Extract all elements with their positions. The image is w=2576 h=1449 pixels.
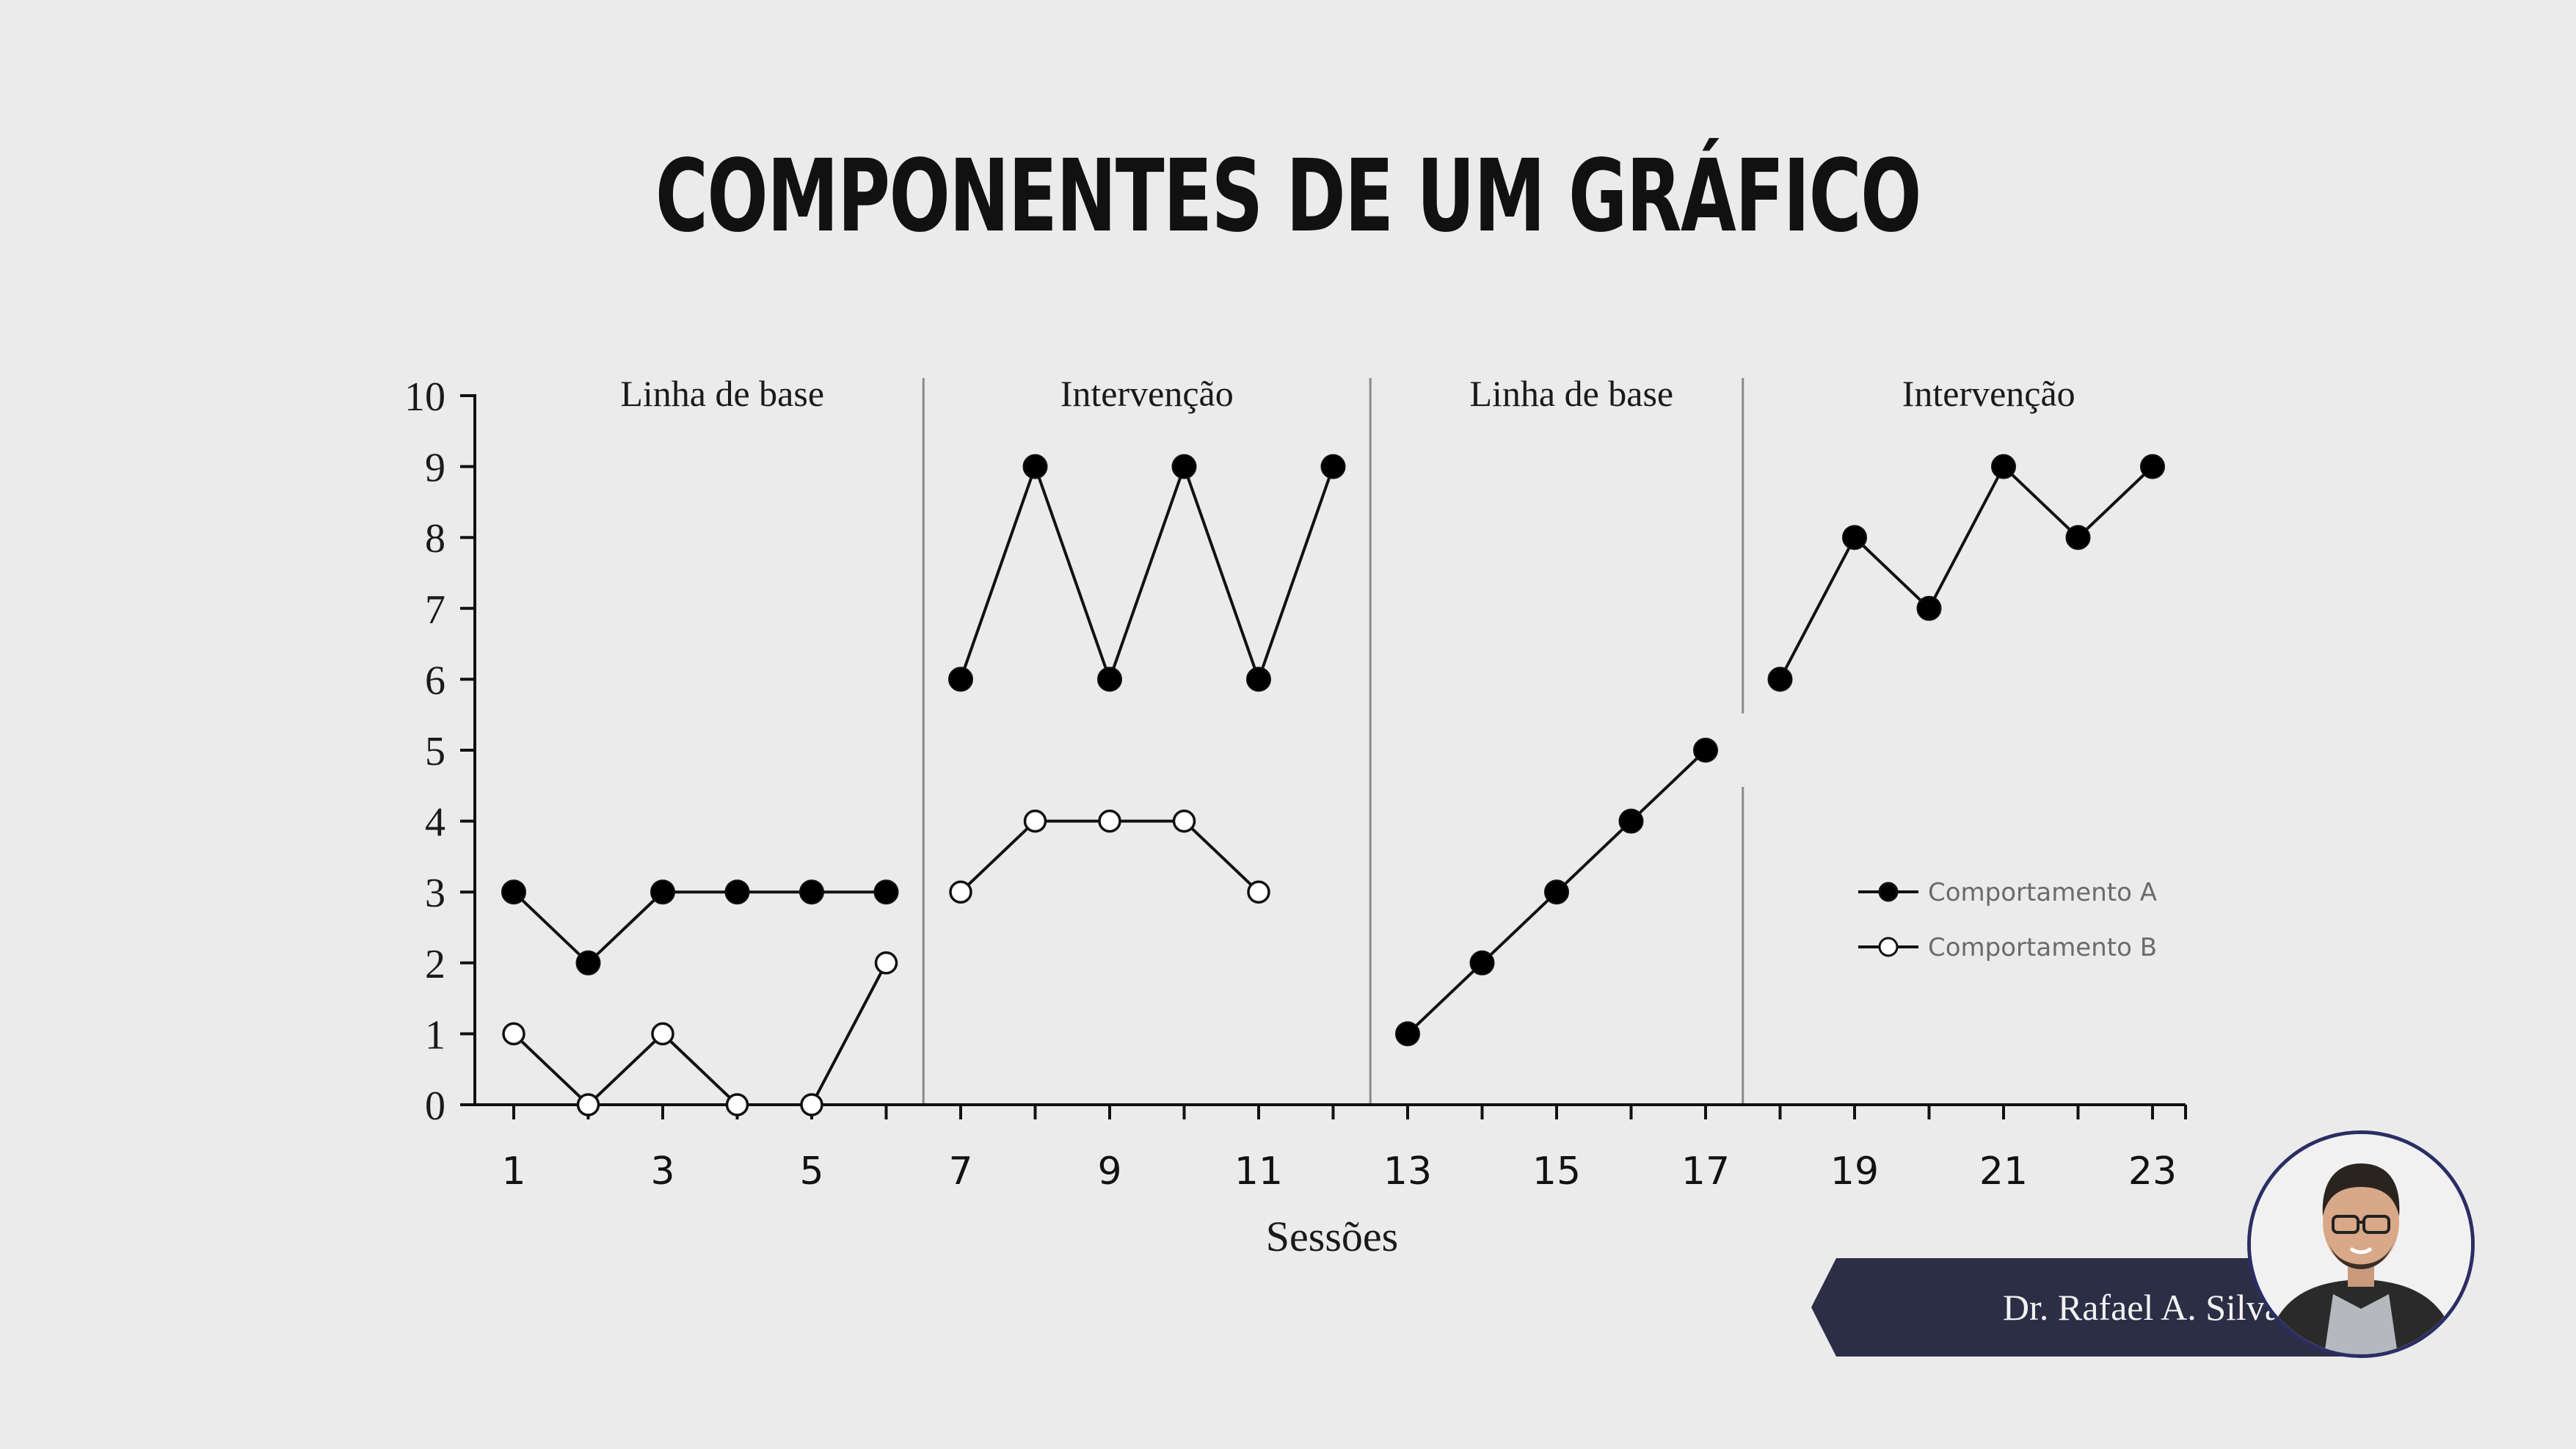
- series-line-b: [512, 962, 888, 1107]
- data-point-a: [1693, 738, 1718, 763]
- data-point-b: [1023, 809, 1047, 833]
- y-tick-label: 9: [425, 446, 445, 491]
- legend-marker: [1878, 937, 1899, 957]
- data-point-a: [1320, 454, 1346, 479]
- x-tick-label: 23: [2128, 1150, 2177, 1194]
- legend: Comportamento A Comportamento B: [1858, 878, 2157, 962]
- y-tick-label: 10: [404, 374, 445, 420]
- y-tick-label: 7: [425, 587, 445, 633]
- x-tick-label: 19: [1830, 1150, 1879, 1194]
- data-point-a: [1469, 950, 1495, 976]
- x-tick-label: 5: [799, 1150, 823, 1194]
- y-tick-label: 5: [425, 729, 445, 774]
- x-tick-label: 21: [1979, 1150, 2028, 1194]
- data-point-a: [1916, 595, 1942, 621]
- presenter-avatar: [2247, 1130, 2475, 1358]
- avatar-icon: [2251, 1134, 2471, 1354]
- x-tick-label: 9: [1097, 1150, 1121, 1194]
- x-tick-label: 7: [948, 1150, 972, 1194]
- data-point-a: [1395, 1021, 1420, 1047]
- data-point-a: [1246, 667, 1271, 692]
- y-tick-label: 8: [425, 516, 445, 562]
- data-point-a: [1022, 454, 1048, 479]
- x-tick-label: 3: [650, 1150, 674, 1194]
- x-tick-label: 11: [1234, 1150, 1283, 1194]
- series-lines: [512, 462, 2154, 1107]
- y-tick-label: 6: [425, 658, 445, 703]
- data-point-a: [1842, 525, 1867, 551]
- x-tick-label: 15: [1532, 1150, 1581, 1194]
- data-point-a: [1991, 454, 2016, 479]
- series-line-a: [512, 890, 887, 965]
- y-tick-label: 3: [425, 871, 445, 916]
- data-point-b: [949, 880, 972, 904]
- phase-label: Intervenção: [1902, 373, 2075, 414]
- data-point-a: [1544, 879, 1569, 905]
- data-point-a: [799, 879, 824, 905]
- legend-label: Comportamento B: [1928, 933, 2157, 962]
- data-point-b: [651, 1022, 674, 1046]
- x-tick-label: 17: [1681, 1150, 1730, 1194]
- data-point-b: [576, 1093, 600, 1116]
- x-tick-label: 13: [1383, 1150, 1432, 1194]
- phase-label: Linha de base: [620, 373, 824, 414]
- series-line-a: [1778, 464, 2154, 680]
- legend-marker: [1878, 882, 1899, 902]
- axes: [460, 394, 2187, 1119]
- phase-label: Linha de base: [1469, 373, 1673, 414]
- data-point-b: [725, 1093, 749, 1116]
- y-tick-label: 0: [425, 1083, 445, 1129]
- legend-label: Comportamento A: [1928, 878, 2157, 907]
- page-title: COMPONENTES DE UM GRÁFICO: [655, 139, 1921, 255]
- data-point-b: [1247, 880, 1270, 904]
- data-point-a: [1171, 454, 1197, 479]
- data-point-a: [501, 879, 526, 905]
- x-axis-title: Sessões: [1266, 1213, 1398, 1260]
- data-point-a: [2140, 454, 2165, 479]
- y-tick-label: 1: [425, 1012, 445, 1058]
- data-point-b: [1098, 809, 1121, 833]
- phase-label: Intervenção: [1060, 373, 1234, 414]
- y-tick-label: 2: [425, 942, 445, 987]
- y-tick-label: 4: [425, 800, 445, 846]
- data-point-a: [948, 667, 973, 692]
- data-point-a: [2065, 525, 2091, 551]
- data-point-a: [575, 950, 601, 976]
- data-point-a: [873, 879, 899, 905]
- phase-dividers: [922, 378, 1744, 1105]
- x-tick-label: 1: [501, 1150, 525, 1194]
- data-point-b: [1172, 809, 1196, 833]
- data-point-b: [874, 951, 898, 975]
- series-line-a: [959, 462, 1335, 684]
- data-point-a: [650, 879, 675, 905]
- data-point-a: [1767, 667, 1793, 692]
- data-point-a: [1097, 667, 1122, 692]
- data-point-a: [1618, 808, 1644, 834]
- presenter-name: Dr. Rafael A. Silva: [2002, 1287, 2281, 1328]
- data-point-b: [502, 1022, 525, 1046]
- data-point-b: [800, 1093, 823, 1116]
- data-markers: [501, 454, 2165, 1116]
- data-point-a: [724, 879, 750, 905]
